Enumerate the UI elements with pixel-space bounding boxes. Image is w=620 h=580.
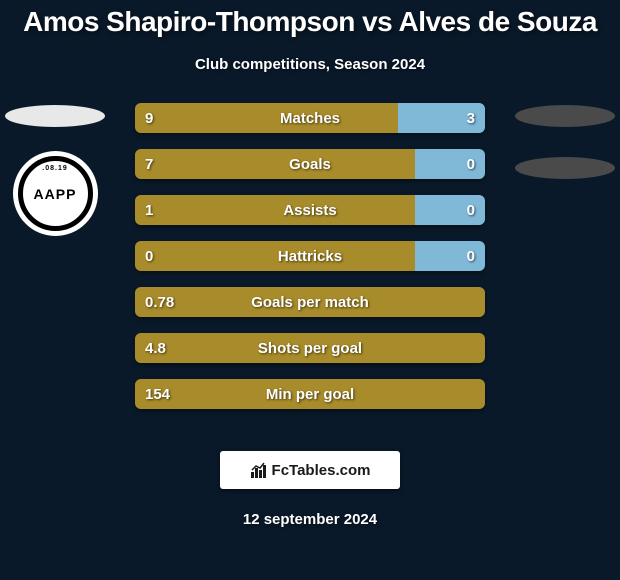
stat-row: 10Assists xyxy=(135,195,485,225)
player-right-column xyxy=(510,103,620,179)
date-text: 12 september 2024 xyxy=(0,511,620,528)
subtitle: Club competitions, Season 2024 xyxy=(0,56,620,73)
stat-row: 0.78Goals per match xyxy=(135,287,485,317)
club-badge-inner: .08.19 AAPP xyxy=(18,156,93,231)
stat-label: Goals per match xyxy=(135,287,485,317)
stat-row: 4.8Shots per goal xyxy=(135,333,485,363)
club-badge-arc-text: .08.19 xyxy=(42,165,67,172)
player-right-club-placeholder-icon xyxy=(515,157,615,179)
player-left-club-badge: .08.19 AAPP xyxy=(13,151,98,236)
stat-row: 93Matches xyxy=(135,103,485,133)
stat-row: 70Goals xyxy=(135,149,485,179)
chart-icon xyxy=(250,461,268,479)
stat-label: Goals xyxy=(135,149,485,179)
stat-label: Matches xyxy=(135,103,485,133)
brand-badge: FcTables.com xyxy=(220,451,400,489)
stat-label: Shots per goal xyxy=(135,333,485,363)
brand-text: FcTables.com xyxy=(272,462,371,479)
stat-row: 154Min per goal xyxy=(135,379,485,409)
page-title: Amos Shapiro-Thompson vs Alves de Souza xyxy=(0,0,620,38)
stat-row: 00Hattricks xyxy=(135,241,485,271)
player-right-silhouette-icon xyxy=(515,105,615,127)
comparison-panel: .08.19 AAPP 93Matches 70Goals 10Assists 00H… xyxy=(0,103,620,433)
player-left-silhouette-icon xyxy=(5,105,105,127)
stat-bars: 93Matches 70Goals 10Assists 00Hattricks 0.78… xyxy=(135,103,485,425)
stat-label: Hattricks xyxy=(135,241,485,271)
stat-label: Min per goal xyxy=(135,379,485,409)
club-badge-text: AAPP xyxy=(34,186,77,202)
player-left-column: .08.19 AAPP xyxy=(0,103,110,236)
stat-label: Assists xyxy=(135,195,485,225)
